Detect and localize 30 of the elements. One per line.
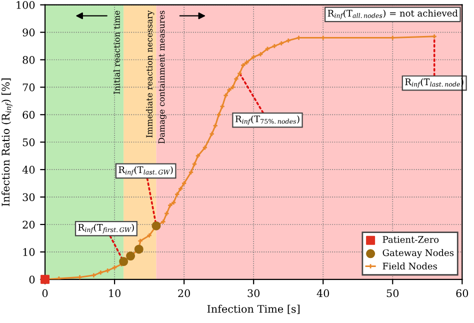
y-tick-label: 50 <box>22 138 35 146</box>
x-tick-label: 60 <box>456 289 468 298</box>
x-tick-label: 0 <box>42 289 48 298</box>
band-label: Damage containment measures <box>158 10 166 144</box>
legend-label: Field Nodes <box>382 262 437 270</box>
x-tick-label: 20 <box>178 289 190 298</box>
x-tick-label: 30 <box>248 289 260 298</box>
x-tick-label: 40 <box>316 289 330 298</box>
annotation: R$_{inf}$(T$_{last.GW}$) <box>118 166 173 176</box>
y-tick-label: 70 <box>22 83 35 92</box>
annotation: R$_{inf}$(T$_{first.GW}$) <box>78 224 134 234</box>
y-tick-label: 30 <box>22 193 35 202</box>
y-tick-label: 40 <box>22 166 35 174</box>
band-label: Immediate reaction necessary <box>146 10 154 138</box>
y-tick-label: 90 <box>22 28 35 36</box>
band-label: Initial reaction time <box>113 10 120 94</box>
x-tick-label: 50 <box>386 289 399 298</box>
y-axis-title: Infection Ratio (R$_{inf}$) [%] <box>2 78 13 206</box>
y-tick-label: 80 <box>22 56 35 64</box>
y-tick-label: 0 <box>29 276 35 284</box>
y-tick-label: 20 <box>22 220 35 229</box>
y-tick-label: 10 <box>23 248 35 256</box>
annotation: R$_{inf}$(T$_{all.nodes}$) = not achieved <box>328 10 458 20</box>
y-tick-label: 60 <box>22 110 35 119</box>
legend-label: Gateway Nodes <box>382 249 454 258</box>
legend-label: Patient-Zero <box>382 236 439 243</box>
y-tick-label: 100 <box>16 1 35 9</box>
x-axis-title: Infection Time [s] <box>207 304 300 314</box>
annotation: R$_{inf}$(T$_{75%.nodes}$) <box>235 115 300 125</box>
x-tick-label: 10 <box>109 289 120 298</box>
